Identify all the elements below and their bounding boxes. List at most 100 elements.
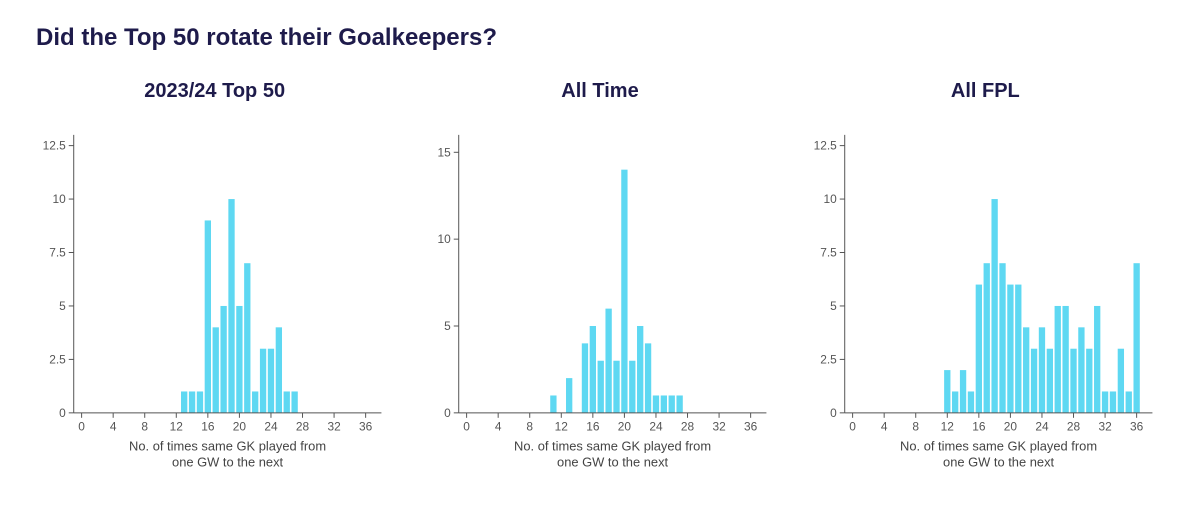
x-tick-label: 28 <box>681 420 695 434</box>
histogram-bar <box>1102 391 1108 412</box>
histogram-chart: 05101504812162024283236No. of times same… <box>421 125 778 482</box>
x-tick-label: 16 <box>201 420 215 434</box>
histogram-bar <box>236 306 242 413</box>
histogram-bar <box>653 395 659 412</box>
histogram-bar <box>598 361 604 413</box>
histogram-bar <box>983 263 989 413</box>
y-tick-label: 12.5 <box>43 139 67 153</box>
histogram-bar <box>228 199 234 413</box>
x-tick-label: 36 <box>359 420 373 434</box>
histogram-bar <box>268 349 274 413</box>
x-tick-label: 12 <box>940 420 954 434</box>
x-tick-label: 20 <box>1003 420 1017 434</box>
histogram-bar <box>205 220 211 412</box>
y-tick-label: 5 <box>59 299 66 313</box>
histogram-bar <box>645 343 651 412</box>
y-tick-label: 10 <box>438 232 452 246</box>
x-tick-label: 32 <box>327 420 341 434</box>
x-tick-label: 36 <box>744 420 758 434</box>
histogram-bar <box>606 309 612 413</box>
x-tick-label: 24 <box>650 420 664 434</box>
x-tick-label: 28 <box>296 420 310 434</box>
x-tick-label: 24 <box>264 420 278 434</box>
histogram-bar <box>944 370 950 413</box>
histogram-bar <box>952 391 958 412</box>
x-tick-label: 4 <box>495 420 502 434</box>
histogram-bar <box>551 395 557 412</box>
page-title: Did the Top 50 rotate their Goalkeepers? <box>36 24 1164 52</box>
histogram-bar <box>1117 349 1123 413</box>
histogram-bar <box>1015 285 1021 413</box>
histogram-bar <box>181 391 187 412</box>
histogram-bar <box>284 391 290 412</box>
chart-panels: 2023/24 Top 5002.557.51012.5048121620242… <box>36 80 1164 482</box>
x-tick-label: 16 <box>587 420 601 434</box>
x-tick-label: 0 <box>849 420 856 434</box>
panel-title: All Time <box>561 80 638 103</box>
histogram-bar <box>677 395 683 412</box>
x-tick-label: 28 <box>1067 420 1081 434</box>
x-axis-label-line1: No. of times same GK played from <box>900 439 1097 454</box>
chart-panel: All Time05101504812162024283236No. of ti… <box>421 80 778 482</box>
histogram-bar <box>1094 306 1100 413</box>
x-tick-label: 32 <box>713 420 727 434</box>
histogram-bar <box>622 170 628 413</box>
histogram-chart: 02.557.51012.504812162024283236No. of ti… <box>36 125 393 482</box>
histogram-bar <box>1078 327 1084 413</box>
x-tick-label: 4 <box>110 420 117 434</box>
chart-area: 05101504812162024283236No. of times same… <box>421 125 778 482</box>
histogram-bar <box>252 391 258 412</box>
histogram-bar <box>220 306 226 413</box>
histogram-bar <box>566 378 572 413</box>
y-tick-label: 0 <box>444 406 451 420</box>
x-tick-label: 0 <box>464 420 471 434</box>
histogram-bar <box>189 391 195 412</box>
histogram-bar <box>582 343 588 412</box>
x-axis-label-line1: No. of times same GK played from <box>514 439 711 454</box>
x-tick-label: 12 <box>170 420 184 434</box>
y-tick-label: 7.5 <box>820 245 837 259</box>
histogram-bar <box>1125 391 1131 412</box>
y-tick-label: 10 <box>823 192 837 206</box>
histogram-bar <box>975 285 981 413</box>
histogram-bar <box>1086 349 1092 413</box>
x-tick-label: 16 <box>972 420 986 434</box>
histogram-bar <box>669 395 675 412</box>
chart-area: 02.557.51012.504812162024283236No. of ti… <box>36 125 393 482</box>
histogram-bar <box>960 370 966 413</box>
histogram-bar <box>1070 349 1076 413</box>
x-axis-label-line1: No. of times same GK played from <box>129 439 326 454</box>
y-tick-label: 5 <box>444 319 451 333</box>
histogram-bar <box>213 327 219 413</box>
histogram-bar <box>1038 327 1044 413</box>
x-axis-label-line2: one GW to the next <box>172 454 283 469</box>
chart-area: 02.557.51012.504812162024283236No. of ti… <box>807 125 1164 482</box>
y-tick-label: 10 <box>53 192 67 206</box>
x-tick-label: 24 <box>1035 420 1049 434</box>
histogram-chart: 02.557.51012.504812162024283236No. of ti… <box>807 125 1164 482</box>
histogram-bar <box>1133 263 1139 413</box>
histogram-bar <box>590 326 596 413</box>
histogram-bar <box>244 263 250 413</box>
x-tick-label: 4 <box>881 420 888 434</box>
histogram-bar <box>661 395 667 412</box>
panel-title: 2023/24 Top 50 <box>144 80 285 103</box>
histogram-bar <box>629 361 635 413</box>
histogram-bar <box>1023 327 1029 413</box>
histogram-bar <box>276 327 282 413</box>
y-tick-label: 2.5 <box>820 352 837 366</box>
histogram-bar <box>999 263 1005 413</box>
histogram-bar <box>197 391 203 412</box>
histogram-bar <box>637 326 643 413</box>
x-tick-label: 36 <box>1130 420 1144 434</box>
histogram-bar <box>1109 391 1115 412</box>
x-tick-label: 12 <box>555 420 569 434</box>
y-tick-label: 2.5 <box>49 352 66 366</box>
y-tick-label: 7.5 <box>49 245 66 259</box>
panel-title: All FPL <box>951 80 1020 103</box>
y-tick-label: 0 <box>59 406 66 420</box>
histogram-bar <box>967 391 973 412</box>
histogram-bar <box>991 199 997 413</box>
histogram-bar <box>260 349 266 413</box>
histogram-bar <box>1031 349 1037 413</box>
